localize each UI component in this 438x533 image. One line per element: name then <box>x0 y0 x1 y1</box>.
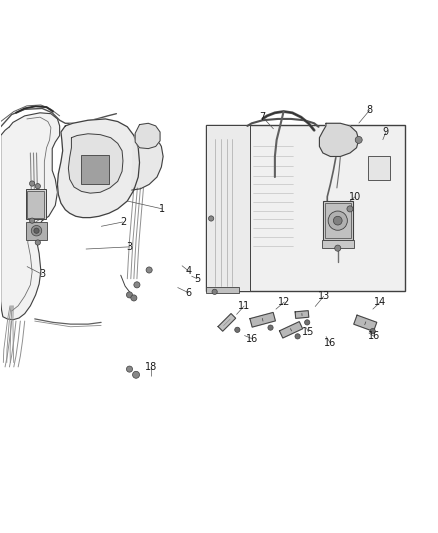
Circle shape <box>295 334 300 339</box>
Bar <box>321 240 354 248</box>
Text: 18: 18 <box>145 362 157 372</box>
Circle shape <box>235 327 240 333</box>
Bar <box>206 125 250 292</box>
Text: 8: 8 <box>367 105 373 115</box>
Text: 16: 16 <box>324 338 336 348</box>
Text: 3: 3 <box>127 242 133 252</box>
Circle shape <box>134 282 140 288</box>
Circle shape <box>333 216 342 225</box>
Polygon shape <box>132 133 163 190</box>
Text: 14: 14 <box>374 297 387 307</box>
Polygon shape <box>135 123 160 149</box>
Circle shape <box>133 372 140 378</box>
Polygon shape <box>218 313 236 331</box>
Text: 13: 13 <box>318 291 330 301</box>
Circle shape <box>35 240 40 245</box>
Bar <box>26 222 47 240</box>
Bar <box>323 201 353 240</box>
Bar <box>81 155 109 183</box>
Text: 11: 11 <box>238 301 251 311</box>
Text: 4: 4 <box>185 266 191 276</box>
Polygon shape <box>68 134 123 193</box>
Bar <box>206 125 405 292</box>
Bar <box>368 157 390 181</box>
Circle shape <box>212 289 217 294</box>
Text: 12: 12 <box>278 297 291 307</box>
Text: 10: 10 <box>349 192 361 201</box>
Circle shape <box>131 295 137 301</box>
Circle shape <box>328 211 347 230</box>
Text: 3: 3 <box>39 269 45 279</box>
Text: 16: 16 <box>368 332 380 341</box>
Text: 6: 6 <box>185 288 191 298</box>
Circle shape <box>127 366 133 372</box>
Circle shape <box>146 267 152 273</box>
Polygon shape <box>319 123 359 157</box>
Circle shape <box>208 216 214 221</box>
Polygon shape <box>354 315 377 332</box>
Text: 1: 1 <box>159 204 165 214</box>
Polygon shape <box>250 312 276 327</box>
Circle shape <box>31 225 42 236</box>
Circle shape <box>34 228 39 233</box>
Circle shape <box>304 320 310 325</box>
Circle shape <box>370 328 375 334</box>
Polygon shape <box>1 113 60 320</box>
Circle shape <box>127 292 133 298</box>
Bar <box>206 287 239 293</box>
Circle shape <box>335 245 341 251</box>
Circle shape <box>29 218 35 223</box>
Circle shape <box>268 325 273 330</box>
Text: 15: 15 <box>302 327 314 337</box>
Bar <box>26 189 46 220</box>
Bar <box>27 190 44 217</box>
Circle shape <box>35 183 40 189</box>
Text: 2: 2 <box>120 217 126 227</box>
Bar <box>325 203 351 238</box>
Circle shape <box>355 136 362 143</box>
Circle shape <box>347 206 353 212</box>
Polygon shape <box>57 119 140 217</box>
Circle shape <box>29 181 35 186</box>
Polygon shape <box>295 311 309 318</box>
Text: 5: 5 <box>194 274 200 284</box>
Text: 9: 9 <box>383 127 389 138</box>
Polygon shape <box>279 321 303 338</box>
Text: 16: 16 <box>246 334 258 344</box>
Text: 7: 7 <box>260 112 266 122</box>
